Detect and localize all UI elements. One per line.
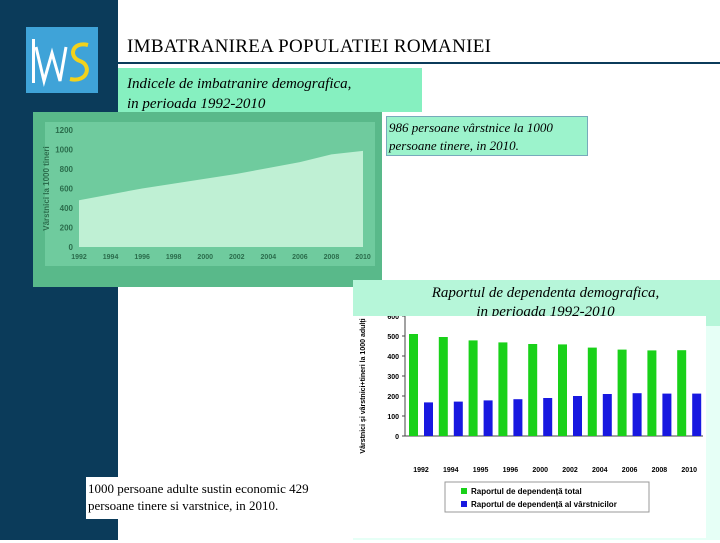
chart1-ylabel: Vârstnici la 1000 tineri	[42, 146, 51, 231]
chart1-ytick-label: 200	[60, 224, 74, 233]
chart2-bar-total	[647, 350, 657, 436]
chart2-xtick-label: 1995	[473, 467, 489, 474]
dependency-ratio-caption-line1: Raportul de dependenta demografica,	[431, 285, 660, 301]
chart1-xtick-label: 2010	[355, 254, 371, 261]
chart2-bar-elderly	[513, 399, 523, 436]
chart1-ytick-label: 600	[60, 185, 74, 194]
chart1-xtick-label: 1994	[103, 254, 119, 261]
chart2-xtick-label: 2006	[622, 467, 638, 474]
chart1-ytick-label: 0	[69, 243, 74, 252]
aging-index-note-line1: 986 persoane vârstnice la 1000	[389, 120, 553, 135]
chart1-xtick-label: 2006	[292, 254, 308, 261]
chart2-bar-elderly	[662, 393, 672, 436]
chart2-bar-elderly	[543, 398, 553, 436]
ins-logo-icon	[32, 39, 89, 87]
chart2-legend: Raportul de dependență total Raportul de …	[444, 481, 650, 513]
chart2-xtick-label: 2000	[532, 467, 548, 474]
chart1-ytick-label: 800	[60, 165, 74, 174]
dependency-ratio-note-line2: persoane tinere si varstnice, in 2010.	[88, 498, 279, 513]
chart2-xtick-label: 2002	[562, 467, 578, 474]
chart2-bar-elderly	[692, 393, 702, 436]
aging-index-note-line2: persoane tinere, in 2010.	[389, 138, 519, 153]
aging-index-caption-line2: in perioada 1992-2010	[127, 96, 266, 112]
title-divider	[118, 62, 720, 64]
chart2-ytick-label: 100	[387, 414, 399, 421]
chart2-bar-total	[438, 337, 448, 436]
chart2-bar-elderly	[424, 402, 433, 436]
chart2-bar-elderly	[453, 401, 463, 436]
chart2-xtick-label: 2008	[652, 467, 668, 474]
chart2-bar-total	[468, 340, 478, 436]
ins-logo	[26, 27, 98, 93]
chart1-xtick-label: 1992	[71, 254, 87, 261]
chart2-legend-box	[444, 481, 650, 513]
chart2-bar-elderly	[483, 400, 493, 436]
chart2-bar-total	[528, 344, 538, 436]
dependency-ratio-chart-svg: 0 100 200 300 400 500 600 1992 1994 1995 1996 2000 2…	[353, 314, 706, 538]
aging-index-caption: Indicele de imbatranire demografica, in …	[118, 68, 422, 112]
chart2-bar-elderly	[632, 393, 642, 436]
chart2-xtick-label: 1996	[503, 467, 519, 474]
chart2-ytick-label: 0	[395, 434, 399, 441]
aging-index-chart: 0 200 400 600 800 1000 1200 1992 1994 1996 1998 200…	[33, 112, 382, 287]
chart2-legend-swatch	[461, 501, 467, 507]
chart2-ytick-label: 200	[387, 394, 399, 401]
chart2-bar-total	[558, 344, 567, 436]
chart1-xtick-label: 2008	[324, 254, 340, 261]
chart2-xtick-label: 1994	[443, 467, 459, 474]
chart2-legend-swatch	[461, 488, 467, 494]
chart2-bar-total	[498, 342, 508, 436]
chart2-ytick-label: 300	[387, 374, 399, 381]
chart1-ytick-label: 1000	[55, 146, 73, 155]
chart2-bar-total	[677, 350, 687, 436]
aging-index-note: 986 persoane vârstnice la 1000 persoane …	[386, 116, 588, 156]
page-title: IMBATRANIREA POPULATIEI ROMANIEI	[127, 36, 492, 57]
chart2-bar-total	[409, 334, 418, 436]
chart2-ytick-label: 500	[387, 334, 399, 341]
chart2-xtick-label: 1992	[413, 467, 429, 474]
chart2-bar-elderly	[573, 396, 582, 436]
chart1-area	[79, 150, 363, 247]
chart1-ytick-label: 400	[60, 204, 74, 213]
chart1-ytick-label: 1200	[55, 126, 73, 135]
chart1-xtick-label: 2002	[229, 254, 245, 261]
chart2-legend-label: Raportul de dependență total	[471, 487, 582, 496]
chart2-bar-elderly	[602, 394, 612, 436]
chart2-ytick-label: 400	[387, 354, 399, 361]
chart2-ytick-label: 600	[387, 316, 399, 321]
chart2-bar-total	[617, 349, 627, 436]
aging-index-caption-line1: Indicele de imbatranire demografica,	[127, 76, 352, 92]
chart1-xtick-label: 1996	[134, 254, 150, 261]
chart2-ylabel: Vârstnici și vârstnici+tineri la 1000 ad…	[360, 318, 367, 453]
chart2-xtick-label: 2004	[592, 467, 608, 474]
chart2-legend-label: Raportul de dependență al vârstnicilor	[471, 500, 617, 509]
aging-index-chart-svg: 0 200 400 600 800 1000 1200 1992 1994 1996 1998 200…	[42, 122, 375, 266]
chart2-xtick-label: 2010	[681, 467, 697, 474]
chart2-bar-total	[587, 347, 597, 436]
chart1-xtick-label: 2000	[197, 254, 213, 261]
chart1-xtick-label: 1998	[166, 254, 182, 261]
chart1-xtick-label: 2004	[261, 254, 277, 261]
dependency-ratio-note-line1: 1000 persoane adulte sustin economic 429	[88, 481, 309, 496]
dependency-ratio-note: 1000 persoane adulte sustin economic 429…	[86, 477, 354, 519]
dependency-ratio-chart: 0 100 200 300 400 500 600 1992 1994 1995 1996 2000 2…	[353, 314, 706, 538]
